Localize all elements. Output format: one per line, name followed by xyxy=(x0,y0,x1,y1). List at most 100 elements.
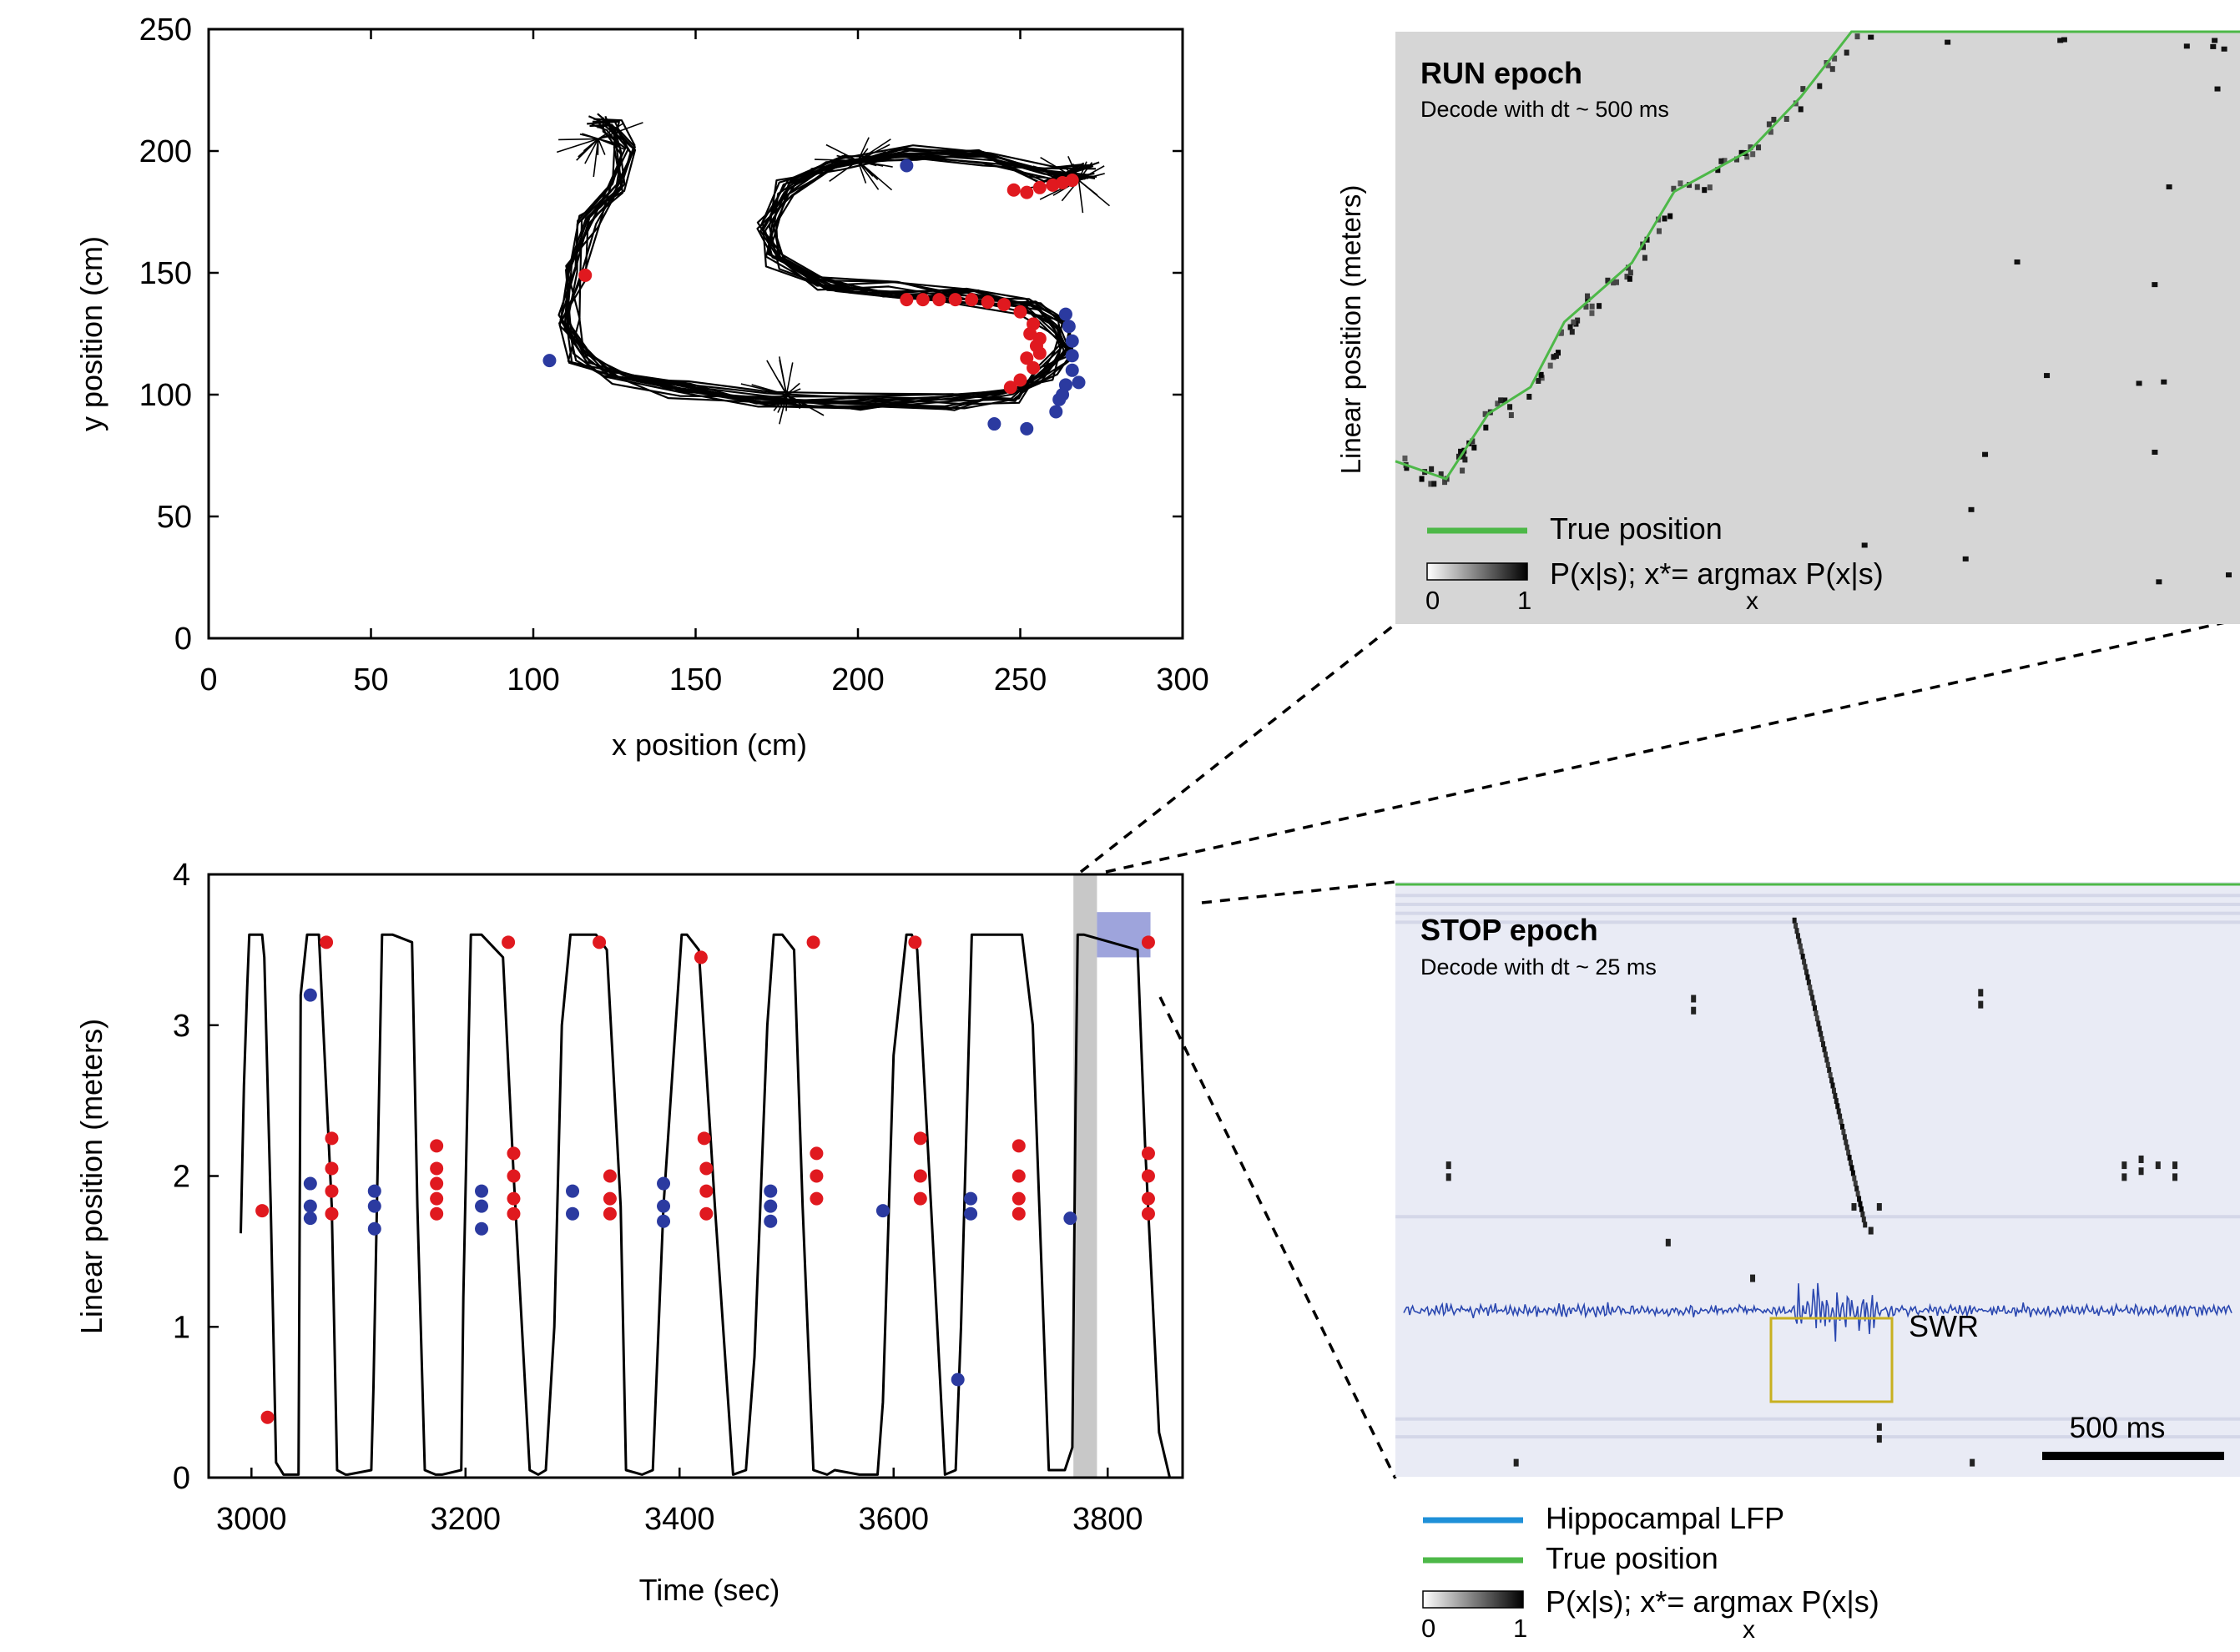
run-decoded-cell xyxy=(1825,62,1831,68)
stop-replay-cell xyxy=(1800,954,1805,960)
time-red-event xyxy=(502,935,516,949)
xy-blue-event xyxy=(1058,307,1072,321)
run-decoded-cell xyxy=(1575,317,1581,324)
stop-replay-cell xyxy=(1805,974,1810,980)
stop-replay-cell xyxy=(1814,1010,1819,1017)
run-decoded-cell xyxy=(1589,310,1595,316)
xy-trajectory-scribble xyxy=(598,122,625,140)
xy-trajectory-scribble xyxy=(857,137,870,162)
stop-decoded-cell xyxy=(1851,1203,1857,1211)
run-colorbar-min: 0 xyxy=(1425,586,1440,615)
swr-label: SWR xyxy=(1909,1309,1979,1343)
xy-trajectory-scribble xyxy=(836,154,859,162)
stop-replay-cell xyxy=(1839,1118,1844,1125)
legend-lfp-label: Hippocampal LFP xyxy=(1546,1501,1784,1535)
time-blue-event xyxy=(367,1221,381,1236)
stop-band xyxy=(1395,902,2240,906)
stop-epoch-title: STOP epoch xyxy=(1420,913,1598,947)
run-decoded-cell xyxy=(1832,55,1838,62)
xy-trajectory-scribble xyxy=(769,394,787,400)
run-decoded-cell xyxy=(1687,182,1693,189)
time-red-event xyxy=(1141,1169,1155,1183)
run-colorbar-max: 1 xyxy=(1517,586,1531,615)
run-decoded-cell xyxy=(1482,410,1488,417)
xy-trajectory-scribble xyxy=(779,394,788,425)
xy-y-tick-label: 250 xyxy=(139,13,192,48)
run-decoded-cell xyxy=(1624,274,1630,280)
xy-red-event xyxy=(1027,360,1041,375)
time-blue-event xyxy=(303,1199,317,1213)
run-decoded-cell xyxy=(2044,373,2051,379)
run-decoded-cell xyxy=(1538,371,1544,378)
time-y-tick-label: 3 xyxy=(173,1009,190,1044)
stop-replay-cell xyxy=(1813,1005,1818,1011)
stop-decoded-cell xyxy=(2172,1173,2178,1181)
time-position-line xyxy=(240,933,1172,1478)
time-x-tick-label: 3200 xyxy=(431,1502,502,1537)
xy-trajectory-scribble xyxy=(1077,162,1093,181)
scale-bar-label: 500 ms xyxy=(2070,1412,2166,1444)
time-y-tick-label: 4 xyxy=(173,858,190,893)
stop-replay-cell xyxy=(1814,1015,1819,1022)
time-blue-event xyxy=(1063,1211,1077,1226)
run-decoded-cell xyxy=(2212,38,2218,43)
time-blue-event xyxy=(566,1184,580,1198)
time-red-event xyxy=(430,1206,444,1221)
xy-blue-event xyxy=(1049,405,1063,419)
time-x-tick-label: 3600 xyxy=(858,1502,929,1537)
xy-red-event xyxy=(1065,174,1079,188)
stop-epoch-panel: SWR 500 ms STOP epoch Decode with dt ~ 2… xyxy=(1395,882,2240,1477)
xy-red-event xyxy=(1020,185,1034,199)
xy-plot-area xyxy=(542,113,1111,436)
run-decoded-cell xyxy=(1402,455,1408,461)
xy-trajectory-scribble xyxy=(1078,165,1105,181)
xy-x-tick-label: 250 xyxy=(994,662,1047,698)
run-decoded-cell xyxy=(1756,144,1762,151)
legend-prob-subscript: x xyxy=(1743,1616,1755,1644)
run-decoded-cell xyxy=(1585,296,1591,303)
stop-replay-cell xyxy=(1835,1103,1840,1110)
run-decoded-cell xyxy=(1597,303,1602,310)
run-decoded-cell xyxy=(1455,453,1461,460)
stop-colorbar-min: 0 xyxy=(1421,1614,1435,1643)
run-decoded-cell xyxy=(2226,572,2232,578)
run-decoded-cell xyxy=(1768,128,1773,135)
run-decoded-cell xyxy=(1800,86,1806,93)
run-decoded-cell xyxy=(1694,184,1700,190)
run-true-position-line xyxy=(1395,30,2240,481)
run-epoch-subtitle: Decode with dt ~ 500 ms xyxy=(1420,97,1669,122)
stop-replay-cell xyxy=(1854,1186,1859,1192)
stop-replay-cell xyxy=(1822,1046,1827,1053)
stop-replay-cell xyxy=(1834,1098,1839,1105)
run-decoded-cell xyxy=(1495,400,1501,407)
run-decoded-cell xyxy=(1715,167,1721,174)
position-time-chart: 3000 3200 3400 3600 3800 0 1 2 3 4 Time (sec) Lin… xyxy=(74,858,1184,1607)
stop-replay-cell xyxy=(1836,1108,1841,1115)
time-blue-event xyxy=(303,988,317,1002)
run-legend-prob-label: P(x|s); x*= argmax P(x|s) xyxy=(1550,557,1884,591)
time-blue-event xyxy=(475,1184,489,1198)
run-decoded-cell xyxy=(2214,86,2221,92)
xy-y-tick-label: 200 xyxy=(139,134,192,169)
time-red-event xyxy=(1141,1191,1155,1206)
xy-trajectory-scribble xyxy=(785,362,794,395)
stop-band xyxy=(1395,920,2240,924)
stop-replay-cell xyxy=(1838,1113,1843,1120)
stop-decoded-cell xyxy=(1513,1458,1519,1467)
run-decoded-cell xyxy=(2166,184,2172,189)
run-decoded-cell xyxy=(1526,393,1532,400)
run-decoded-cell xyxy=(1722,158,1728,164)
xy-trajectory-scribble xyxy=(579,133,598,140)
time-blue-event xyxy=(475,1221,489,1236)
time-red-event xyxy=(810,1169,824,1183)
xy-trajectory-scribble xyxy=(857,139,891,162)
xy-y-tick-label: 0 xyxy=(174,622,192,657)
run-decoded-cell xyxy=(1583,304,1589,310)
time-red-event xyxy=(699,1206,714,1221)
run-decoded-cell xyxy=(1738,149,1744,156)
run-decoded-cell xyxy=(1547,362,1553,369)
stop-highlight-region xyxy=(1097,912,1151,958)
run-decoded-cell xyxy=(1750,151,1756,158)
time-plot-area xyxy=(240,874,1172,1478)
stop-panel-background xyxy=(1395,882,2240,1477)
